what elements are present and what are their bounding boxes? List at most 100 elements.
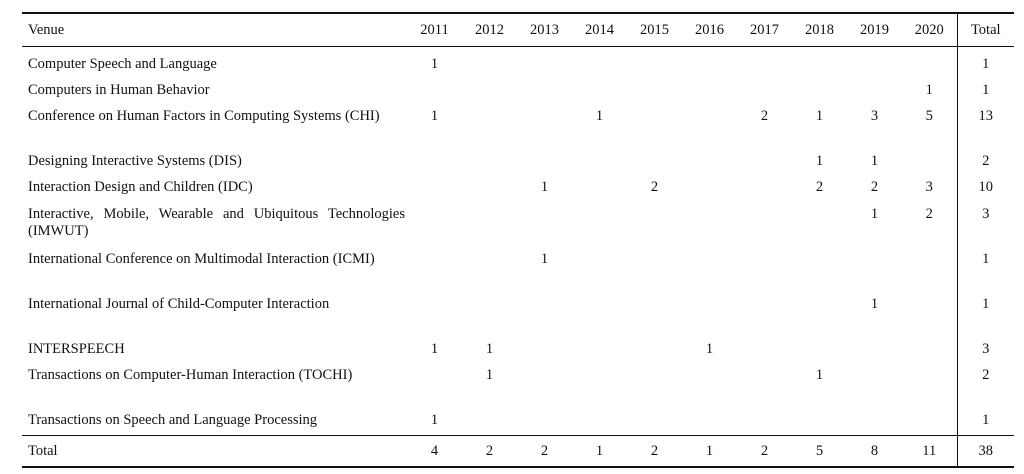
count-cell bbox=[737, 362, 792, 407]
count-cell bbox=[462, 77, 517, 103]
count-cell bbox=[517, 291, 572, 336]
venue-cell: Designing Interactive Systems (DIS) bbox=[28, 153, 242, 169]
count-cell bbox=[682, 407, 737, 436]
column-header-year: 2017 bbox=[737, 12, 792, 47]
count-cell bbox=[517, 47, 572, 78]
count-cell: 1 bbox=[815, 108, 824, 124]
count-cell bbox=[902, 148, 957, 174]
count-cell bbox=[462, 246, 517, 291]
count-cell bbox=[517, 362, 572, 407]
count-cell bbox=[902, 407, 957, 436]
count-cell bbox=[737, 47, 792, 78]
venue-cell: Interaction Design and Children (IDC) bbox=[28, 179, 253, 195]
column-header-year: 2012 bbox=[462, 12, 517, 47]
count-cell bbox=[682, 246, 737, 291]
count-cell bbox=[682, 291, 737, 336]
row-total-cell: 1 bbox=[956, 407, 1014, 436]
count-cell bbox=[407, 77, 462, 103]
count-cell: 1 bbox=[430, 56, 439, 72]
count-cell bbox=[517, 407, 572, 436]
count-cell: 1 bbox=[815, 367, 824, 383]
venue-cell: International Conference on Multimodal I… bbox=[28, 251, 375, 267]
venue-cell: Computers in Human Behavior bbox=[28, 82, 210, 98]
count-cell bbox=[847, 362, 902, 407]
row-total-cell: 1 bbox=[956, 291, 1014, 336]
venue-cell: Interactive, Mobile, Wearable and Ubiqui… bbox=[28, 206, 405, 239]
count-cell bbox=[407, 362, 462, 407]
venue-cell: Transactions on Computer-Human Interacti… bbox=[28, 367, 353, 383]
row-total-cell: 13 bbox=[956, 103, 1014, 148]
count-cell bbox=[462, 407, 517, 436]
count-cell bbox=[792, 407, 847, 436]
count-cell: 2 bbox=[760, 108, 769, 124]
count-cell bbox=[572, 174, 627, 201]
grand-total-cell: 38 bbox=[956, 435, 1014, 468]
count-cell: 1 bbox=[870, 206, 879, 222]
total-cell: 11 bbox=[902, 435, 957, 468]
header-row: Venue 2011 2012 2013 2014 2015 2016 2017… bbox=[22, 12, 1014, 47]
count-cell bbox=[572, 47, 627, 78]
count-cell bbox=[737, 201, 792, 246]
table-row: Designing Interactive Systems (DIS) 1 1 2 bbox=[22, 148, 1014, 174]
count-cell bbox=[627, 103, 682, 148]
column-header-venue: Venue bbox=[22, 12, 407, 47]
column-header-year: 2011 bbox=[407, 12, 462, 47]
venue-cell: Transactions on Speech and Language Proc… bbox=[28, 412, 318, 428]
count-cell bbox=[682, 201, 737, 246]
table-row: Conference on Human Factors in Computing… bbox=[22, 103, 1014, 148]
count-cell bbox=[407, 246, 462, 291]
count-cell: 2 bbox=[925, 206, 933, 222]
row-total-cell: 1 bbox=[956, 77, 1014, 103]
count-cell: 2 bbox=[650, 179, 659, 195]
table-row: Interaction Design and Children (IDC) 1 2 2… bbox=[22, 174, 1014, 201]
count-cell: 1 bbox=[925, 82, 933, 98]
count-cell bbox=[847, 47, 902, 78]
table-body: Computer Speech and Language 1 1 Computers … bbox=[22, 46, 1014, 436]
count-cell bbox=[517, 103, 572, 148]
column-header-year: 2014 bbox=[572, 12, 627, 47]
count-cell bbox=[517, 148, 572, 174]
row-total-cell: 10 bbox=[956, 174, 1014, 201]
count-cell bbox=[627, 201, 682, 246]
count-cell bbox=[902, 362, 957, 407]
count-cell: 1 bbox=[540, 251, 549, 267]
count-cell bbox=[902, 246, 957, 291]
count-cell bbox=[737, 336, 792, 362]
count-cell bbox=[407, 174, 462, 201]
count-cell bbox=[572, 77, 627, 103]
count-cell bbox=[737, 407, 792, 436]
table-row: International Journal of Child-Computer … bbox=[22, 291, 1014, 336]
count-cell bbox=[572, 291, 627, 336]
count-cell: 1 bbox=[485, 341, 494, 357]
count-cell: 1 bbox=[870, 296, 879, 312]
count-cell bbox=[517, 336, 572, 362]
count-cell: 1 bbox=[430, 412, 439, 428]
count-cell bbox=[517, 77, 572, 103]
venue-year-table: Venue 2011 2012 2013 2014 2015 2016 2017… bbox=[22, 12, 1014, 468]
count-cell bbox=[627, 246, 682, 291]
column-header-year: 2015 bbox=[627, 12, 682, 47]
column-header-year: 2020 bbox=[902, 12, 957, 47]
count-cell bbox=[572, 362, 627, 407]
count-cell: 2 bbox=[870, 179, 879, 195]
total-cell: 2 bbox=[462, 435, 517, 468]
count-cell bbox=[682, 362, 737, 407]
count-cell bbox=[792, 246, 847, 291]
total-cell: 1 bbox=[682, 435, 737, 468]
count-cell bbox=[407, 291, 462, 336]
column-header-year: 2013 bbox=[517, 12, 572, 47]
total-cell: 4 bbox=[407, 435, 462, 468]
total-row-label: Total bbox=[22, 435, 407, 468]
count-cell: 3 bbox=[870, 108, 879, 124]
count-cell bbox=[462, 174, 517, 201]
count-cell bbox=[682, 103, 737, 148]
table-row: International Conference on Multimodal I… bbox=[22, 246, 1014, 291]
count-cell bbox=[737, 246, 792, 291]
count-cell: 1 bbox=[540, 179, 549, 195]
total-cell: 5 bbox=[792, 435, 847, 468]
count-cell: 1 bbox=[430, 341, 439, 357]
total-cell: 1 bbox=[572, 435, 627, 468]
count-cell: 1 bbox=[870, 153, 879, 169]
count-cell bbox=[902, 47, 957, 78]
table-row: Transactions on Speech and Language Proc… bbox=[22, 407, 1014, 436]
